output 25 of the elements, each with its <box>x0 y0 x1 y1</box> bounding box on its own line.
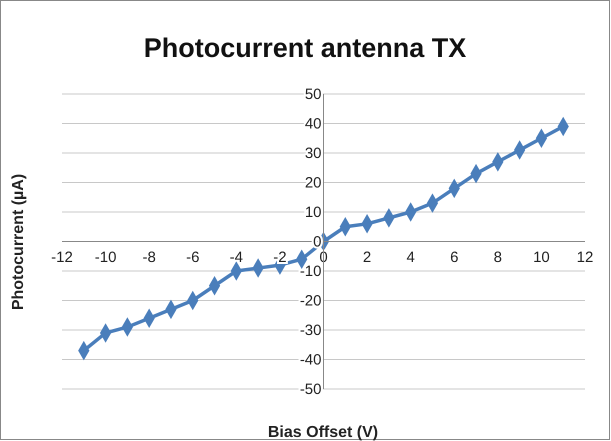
x-tick-label: 10 <box>533 249 550 266</box>
x-tick-label: 12 <box>576 249 594 266</box>
chart-title: Photocurrent antenna TX <box>144 33 466 63</box>
y-tick-label: -30 <box>300 322 322 339</box>
y-tick-label: 20 <box>304 174 322 192</box>
x-tick-label: -6 <box>186 249 200 266</box>
y-tick-label: -40 <box>300 351 322 368</box>
y-tick-label: 40 <box>304 115 322 132</box>
y-tick-label: 10 <box>304 204 322 221</box>
y-tick-label: 30 <box>304 144 322 162</box>
x-tick-label: -2 <box>273 249 287 266</box>
x-axis-title: Bias Offset (V) <box>268 424 378 441</box>
x-tick-label: 2 <box>362 249 372 266</box>
y-tick-label: -10 <box>300 262 322 280</box>
x-tick-label: 4 <box>406 249 415 266</box>
x-tick-label: -4 <box>230 249 244 266</box>
y-tick-label: -20 <box>300 292 322 310</box>
y-tick-label: 50 <box>304 86 322 103</box>
x-tick-label: 8 <box>494 249 502 266</box>
x-tick-label: 6 <box>450 249 458 266</box>
x-tick-label: -10 <box>94 249 116 266</box>
x-tick-label: -12 <box>51 249 73 266</box>
y-axis-title: Photocurrent (µA) <box>10 174 27 310</box>
y-tick-label: -50 <box>300 380 322 398</box>
x-tick-label: -8 <box>142 249 156 266</box>
